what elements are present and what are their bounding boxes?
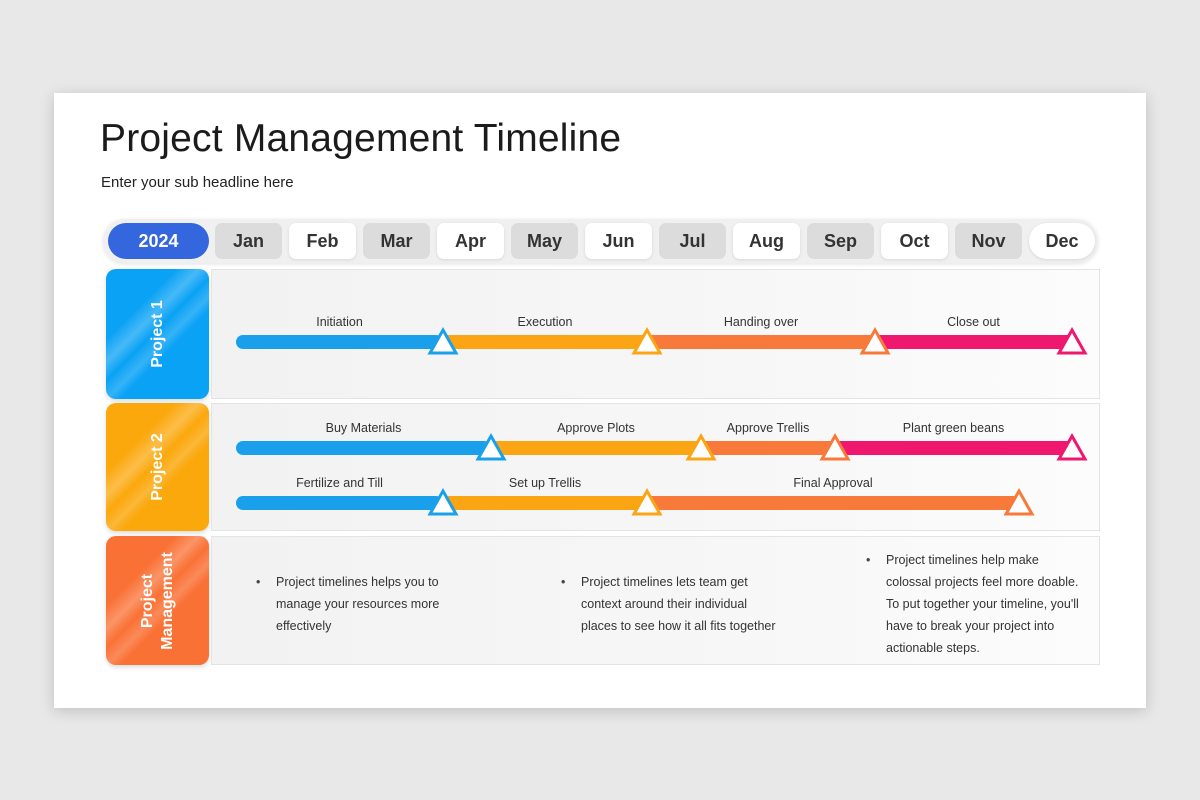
milestone-triangle-icon: [1056, 326, 1088, 355]
timeline-segment-bar: [441, 335, 647, 349]
timeline-segment-label: Set up Trellis: [509, 476, 581, 490]
milestone-triangle-icon: [631, 487, 663, 516]
month-oct: Oct: [881, 223, 948, 259]
timeline-segment-label: Approve Plots: [557, 421, 635, 435]
note-3: Project timelines help make colossal pro…: [866, 549, 1079, 659]
timeline-segment-bar: [489, 441, 701, 455]
timeline-segment-bar: [236, 441, 491, 455]
row-label-project-management: Project Management: [106, 536, 209, 665]
timeline-segment-bar: [236, 496, 443, 510]
row-label-project-2: Project 2: [106, 403, 209, 531]
month-mar: Mar: [363, 223, 430, 259]
milestone-triangle-icon: [1003, 487, 1035, 516]
label-gloss: [106, 269, 209, 399]
timeline-track: Buy Materials Approve Plots Approve Trelli…: [236, 421, 1088, 461]
timeline-segment-label: Buy Materials: [326, 421, 402, 435]
row-label-project-1: Project 1: [106, 269, 209, 399]
timeline-tracks: Initiation Execution Handing over Close out…: [236, 315, 1088, 516]
note-item: Project timelines help make colossal pro…: [866, 549, 1079, 659]
timeline-track: Fertilize and Till Set up Trellis Final Ap…: [236, 476, 1035, 516]
timeline-segment-bar: [645, 335, 875, 349]
milestone-triangle-icon: [819, 432, 851, 461]
note-line: have to break your project into: [886, 619, 1055, 633]
timeline-segment-bar: [441, 496, 647, 510]
note-line: effectively: [276, 619, 332, 633]
timeline-segment-label: Fertilize and Till: [296, 476, 383, 490]
year-pill: 2024: [108, 223, 209, 259]
slide: Project Management Timeline Enter your s…: [54, 93, 1146, 708]
month-dec: Dec: [1029, 223, 1095, 259]
month-bar: 2024 Jan Feb Mar Apr May Jun Jul Aug Sep…: [103, 219, 1098, 263]
month-apr: Apr: [437, 223, 504, 259]
note-line: Project timelines lets team get: [581, 575, 748, 589]
timeline-segment-bar: [699, 441, 835, 455]
month-sep: Sep: [807, 223, 874, 259]
timeline-segment-label: Plant green beans: [903, 421, 1004, 435]
timeline-segment-label: Close out: [947, 315, 1000, 329]
note-line: colossal projects feel more doable.: [886, 575, 1079, 589]
note-item: Project timelines helps you to manage yo…: [256, 571, 440, 637]
note-line: actionable steps.: [886, 641, 980, 655]
milestone-triangle-icon: [685, 432, 717, 461]
label-gloss: [106, 536, 209, 665]
month-may: May: [511, 223, 578, 259]
month-jun: Jun: [585, 223, 652, 259]
note-item: Project timelines lets team get context …: [561, 571, 776, 637]
timeline-segment-label: Initiation: [316, 315, 363, 329]
row-panel-project-1: [211, 269, 1100, 399]
month-aug: Aug: [733, 223, 800, 259]
month-feb: Feb: [289, 223, 356, 259]
note-line: Project timelines helps you to: [276, 575, 439, 589]
page-subtitle: Enter your sub headline here: [101, 174, 294, 191]
note-2: Project timelines lets team get context …: [561, 571, 776, 637]
milestone-triangle-icon: [859, 326, 891, 355]
timeline-segment-bar: [236, 335, 443, 349]
month-jan: Jan: [215, 223, 282, 259]
note-line: context around their individual: [581, 597, 748, 611]
milestone-triangle-icon: [427, 487, 459, 516]
timeline-track: Initiation Execution Handing over Close out: [236, 315, 1088, 355]
month-jul: Jul: [659, 223, 726, 259]
milestone-triangle-icon: [427, 326, 459, 355]
timeline-segment-bar: [833, 441, 1072, 455]
page-title: Project Management Timeline: [100, 117, 622, 160]
note-line: places to see how it all fits together: [581, 619, 776, 633]
timeline-segment-label: Approve Trellis: [727, 421, 810, 435]
month-nov: Nov: [955, 223, 1022, 259]
milestone-triangle-icon: [475, 432, 507, 461]
timeline-segment-label: Execution: [518, 315, 573, 329]
timeline-segment-label: Final Approval: [793, 476, 872, 490]
note-line: Project timelines help make: [886, 553, 1039, 567]
label-gloss: [106, 403, 209, 531]
milestone-triangle-icon: [631, 326, 663, 355]
note-1: Project timelines helps you to manage yo…: [256, 571, 439, 637]
note-line: manage your resources more: [276, 597, 440, 611]
timeline-segment-bar: [873, 335, 1072, 349]
note-line: To put together your timeline, you'll: [886, 597, 1079, 611]
milestone-triangle-icon: [1056, 432, 1088, 461]
timeline-segment-bar: [645, 496, 1019, 510]
timeline-segment-label: Handing over: [724, 315, 798, 329]
